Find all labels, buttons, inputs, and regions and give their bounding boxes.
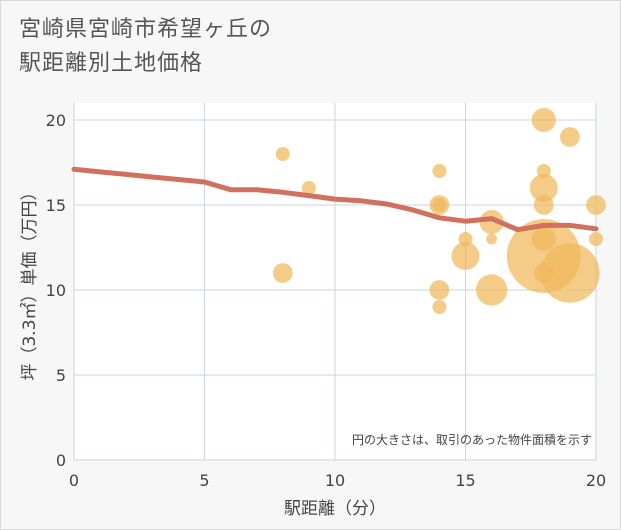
data-point bbox=[589, 232, 603, 246]
x-tick-labels: 0 5 10 15 20 bbox=[69, 471, 606, 490]
data-point bbox=[451, 242, 480, 270]
y-tick-label: 0 bbox=[56, 451, 66, 470]
data-point bbox=[475, 274, 508, 306]
grid-lines bbox=[73, 103, 597, 461]
y-tick-label: 10 bbox=[46, 281, 66, 300]
data-point bbox=[272, 263, 293, 283]
x-tick-label: 0 bbox=[69, 471, 79, 490]
x-tick-label: 10 bbox=[325, 471, 345, 490]
x-tick-label: 15 bbox=[455, 471, 475, 490]
data-point bbox=[540, 243, 600, 303]
data-point bbox=[529, 174, 558, 202]
x-axis-label: 駅距離（分） bbox=[284, 499, 386, 519]
data-point bbox=[432, 300, 447, 314]
data-point bbox=[275, 147, 290, 161]
data-point bbox=[560, 127, 580, 147]
trend-line bbox=[71, 166, 599, 233]
title-line-2: 駅距離別土地価格 bbox=[19, 51, 204, 76]
data-point bbox=[531, 107, 556, 133]
y-axis-label: 坪（3.3㎡）単価（万円） bbox=[20, 183, 40, 380]
x-tick-label: 20 bbox=[586, 471, 606, 490]
data-point bbox=[432, 164, 447, 178]
data-point bbox=[479, 209, 504, 235]
data-point bbox=[301, 181, 316, 195]
title-line-1: 宮崎県宮崎市希望ヶ丘の bbox=[19, 17, 273, 42]
y-tick-labels: 0 5 10 15 20 bbox=[46, 111, 66, 470]
y-tick-label: 20 bbox=[46, 111, 66, 130]
data-point bbox=[486, 233, 497, 245]
data-point bbox=[429, 280, 450, 300]
size-note: 円の大きさは、取引のあった物件面積を示す bbox=[352, 432, 592, 447]
y-tick-label: 15 bbox=[46, 196, 66, 215]
x-tick-label: 5 bbox=[199, 471, 209, 490]
data-point bbox=[432, 198, 447, 212]
chart-title: 宮崎県宮崎市希望ヶ丘の 駅距離別土地価格 bbox=[19, 13, 272, 81]
data-point bbox=[586, 195, 606, 215]
data-point bbox=[533, 195, 554, 215]
y-tick-label: 5 bbox=[56, 366, 66, 385]
data-points bbox=[272, 107, 606, 314]
